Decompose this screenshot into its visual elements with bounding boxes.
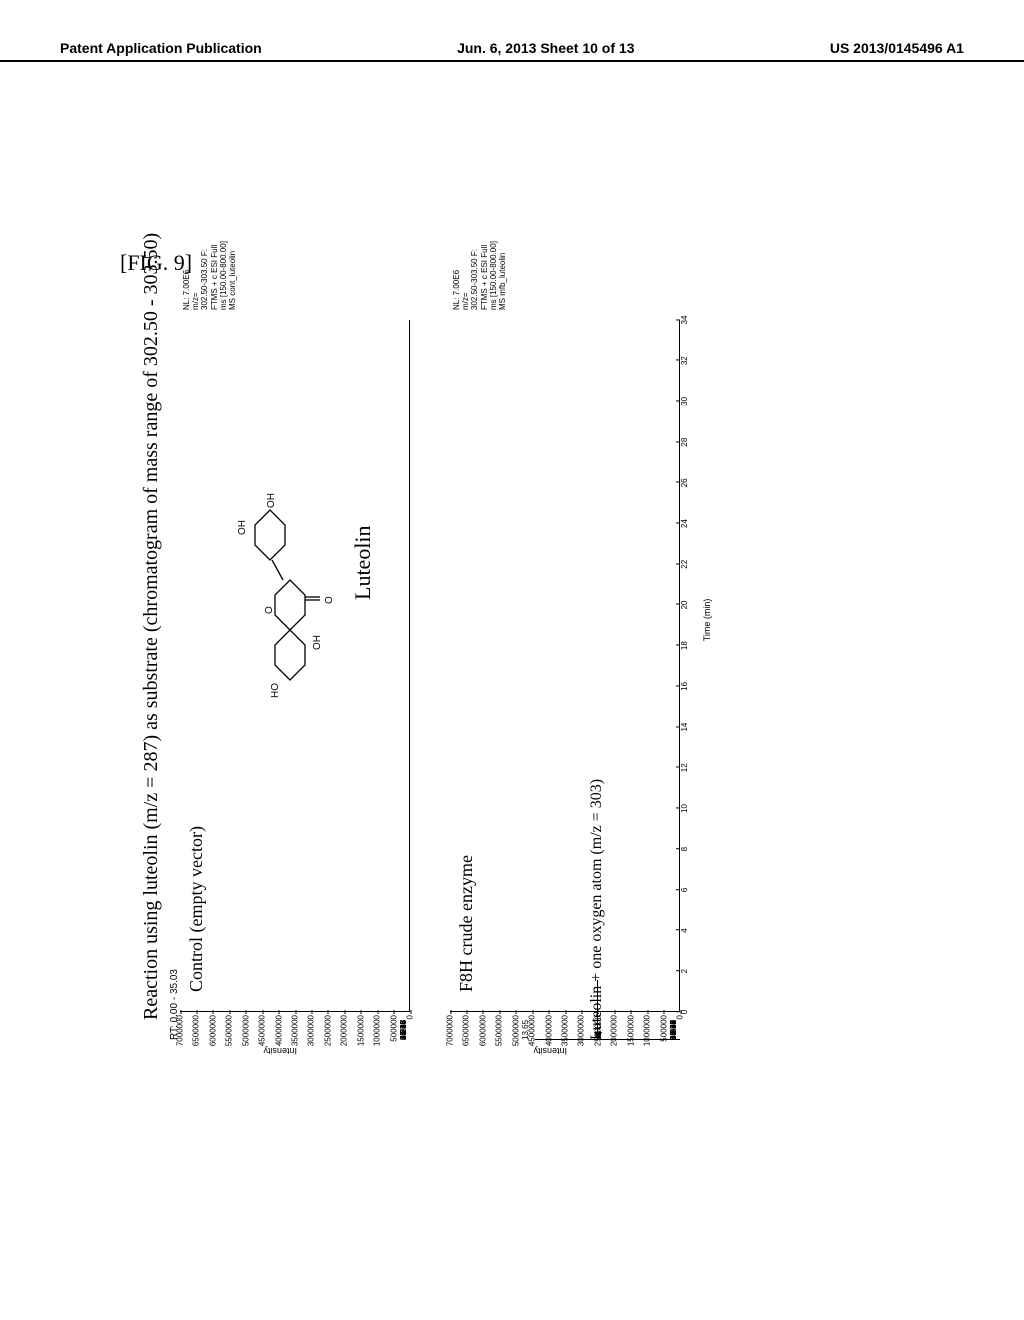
- x-tick: 28: [680, 438, 689, 447]
- x-tick: 32: [680, 356, 689, 365]
- y-tick: 6000000: [208, 1015, 217, 1051]
- x-axis-label: Time (min): [702, 599, 712, 642]
- ms-params-block: NL: 7.00E6m/z=302.50-303.50 F:FTMS + c E…: [182, 200, 237, 310]
- x-axis-ticks: 0246810121416182022242628303234: [680, 320, 698, 1012]
- peak-rt: 31.68: [669, 1020, 678, 1040]
- y-tick: 7000000: [446, 1015, 455, 1051]
- y-tick: 1000000: [373, 1015, 382, 1051]
- panel-label: F8H crude enzyme: [456, 855, 477, 992]
- x-tick: 24: [680, 519, 689, 528]
- x-tick: 34: [680, 316, 689, 325]
- y-tick: 5500000: [225, 1015, 234, 1051]
- x-tick: 2: [680, 969, 689, 973]
- svg-text:O: O: [324, 596, 335, 604]
- x-tick: 6: [680, 888, 689, 892]
- product-label: Luteolin + one oxygen atom (m/z = 303): [588, 779, 606, 1040]
- y-tick: 5500000: [495, 1015, 504, 1051]
- y-tick: 4500000: [258, 1015, 267, 1051]
- y-tick: 5000000: [511, 1015, 520, 1051]
- x-tick: 30: [680, 397, 689, 406]
- svg-text:OH: OH: [237, 520, 248, 535]
- y-tick: 500000: [659, 1015, 668, 1051]
- header-left: Patent Application Publication: [60, 40, 262, 56]
- svg-text:O: O: [264, 606, 275, 614]
- x-tick: 10: [680, 804, 689, 813]
- x-tick: 0: [680, 1010, 689, 1014]
- y-tick: 3500000: [291, 1015, 300, 1051]
- y-tick: 7000000: [176, 1015, 185, 1051]
- svg-text:OH: OH: [266, 493, 277, 508]
- x-tick: 26: [680, 478, 689, 487]
- y-tick: 6500000: [192, 1015, 201, 1051]
- x-tick: 12: [680, 763, 689, 772]
- panel-control: Intensity 700000065000006000000550000050…: [180, 200, 440, 1040]
- x-tick: 18: [680, 641, 689, 650]
- y-tick: 500000: [389, 1015, 398, 1051]
- y-tick: 3000000: [307, 1015, 316, 1051]
- svg-text:OH: OH: [312, 635, 323, 650]
- figure-body: Reaction using luteolin (m/z = 287) as s…: [140, 180, 780, 1060]
- x-tick: 4: [680, 928, 689, 932]
- y-tick: 6500000: [462, 1015, 471, 1051]
- x-tick: 16: [680, 682, 689, 691]
- y-tick: 4000000: [274, 1015, 283, 1051]
- y-tick: 4000000: [544, 1015, 553, 1051]
- y-tick: 3000000: [577, 1015, 586, 1051]
- y-axis: 7000000650000060000005500000500000045000…: [180, 1011, 410, 1012]
- y-axis: 7000000650000060000005500000500000045000…: [450, 1011, 680, 1012]
- figure-title: Reaction using luteolin (m/z = 287) as s…: [140, 180, 163, 1020]
- y-tick: 1000000: [643, 1015, 652, 1051]
- y-tick: 3500000: [561, 1015, 570, 1051]
- x-tick: 22: [680, 560, 689, 569]
- header-right: US 2013/0145496 A1: [830, 40, 964, 56]
- y-tick: 5000000: [241, 1015, 250, 1051]
- panel-label: Control (empty vector): [186, 826, 207, 992]
- molecule-name: Luteolin: [350, 525, 376, 600]
- main-peak: [535, 1039, 680, 1040]
- y-tick: 2500000: [323, 1015, 332, 1051]
- rt-range: RT: 0.00 - 35.03: [169, 180, 180, 1040]
- main-peak-rt: 13.65: [521, 1020, 530, 1040]
- ms-params-block: NL: 7.00E6m/z=302.50-303.50 F:FTMS + c E…: [452, 200, 507, 310]
- svg-text:HO: HO: [270, 683, 281, 698]
- x-tick: 20: [680, 601, 689, 610]
- x-tick: 8: [680, 847, 689, 851]
- y-tick: 2000000: [340, 1015, 349, 1051]
- x-tick: 14: [680, 723, 689, 732]
- y-tick: 1500000: [356, 1015, 365, 1051]
- y-tick: 1500000: [626, 1015, 635, 1051]
- y-tick: 6000000: [478, 1015, 487, 1051]
- page-header: Patent Application Publication Jun. 6, 2…: [0, 40, 1024, 62]
- y-tick: 2000000: [610, 1015, 619, 1051]
- peak-rt: 33.63: [399, 1020, 408, 1040]
- header-center: Jun. 6, 2013 Sheet 10 of 13: [457, 40, 634, 56]
- panel-enzyme: Intensity 700000065000006000000550000050…: [450, 200, 710, 1040]
- x-axis: [409, 320, 410, 1012]
- luteolin-structure: HO OH O O OH OH: [220, 480, 350, 700]
